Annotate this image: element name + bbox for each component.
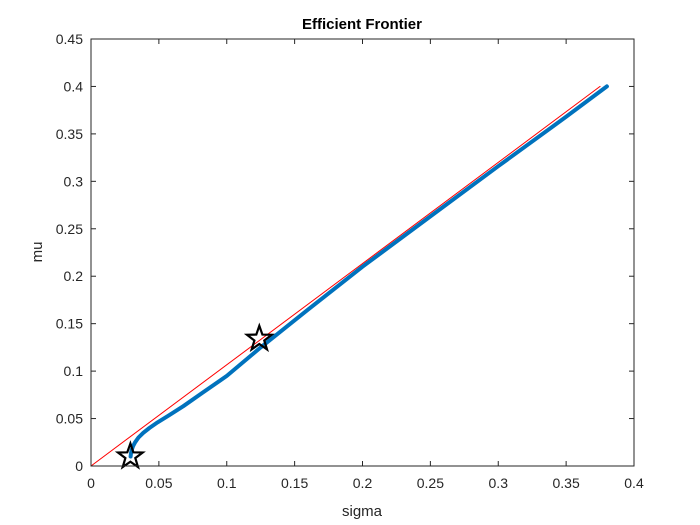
y-axis-ticks: 0 0.05 0.1 0.15 0.2 0.25 0.3 0.35 0.4 0.45 (56, 31, 634, 474)
x-tick-label: 0.35 (553, 475, 580, 491)
y-tick-label: 0.35 (56, 126, 83, 142)
y-tick-label: 0.15 (56, 316, 83, 332)
y-tick-label: 0.45 (56, 31, 83, 47)
y-tick-label: 0.1 (64, 363, 84, 379)
x-axis-label: sigma (342, 503, 383, 520)
x-tick-label: 0.2 (353, 475, 373, 491)
y-tick-label: 0.05 (56, 411, 83, 427)
x-tick-label: 0.1 (217, 475, 237, 491)
series-layer (90, 84, 609, 467)
marker-layer (114, 322, 275, 470)
chart-title: Efficient Frontier (302, 16, 422, 33)
y-tick-label: 0.4 (64, 78, 84, 94)
x-tick-label: 0 (87, 475, 95, 491)
y-tick-label: 0 (75, 458, 83, 474)
frontier-curve-line (128, 84, 609, 459)
min-variance-portfolio-star-marker (114, 440, 146, 470)
x-axis-ticks: 0 0.05 0.1 0.15 0.2 0.25 0.3 0.35 0.4 (87, 39, 644, 491)
y-tick-label: 0.2 (64, 268, 84, 284)
x-tick-label: 0.05 (145, 475, 172, 491)
tangency-portfolio-star-marker (243, 322, 275, 353)
y-tick-label: 0.25 (56, 221, 83, 237)
x-tick-label: 0.25 (417, 475, 444, 491)
y-tick-label: 0.3 (64, 173, 84, 189)
x-tick-label: 0.3 (489, 475, 509, 491)
plot-area (91, 39, 634, 466)
x-tick-label: 0.4 (624, 475, 644, 491)
x-tick-label: 0.15 (281, 475, 308, 491)
y-axis-label: mu (29, 242, 46, 263)
capital-market-line-line (90, 85, 601, 467)
